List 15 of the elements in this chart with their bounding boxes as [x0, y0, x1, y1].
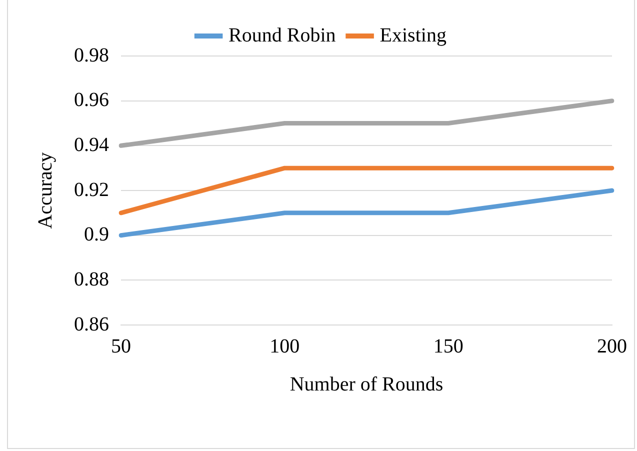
x-tick-label: 50	[111, 335, 131, 358]
y-tick-label: 0.94	[74, 134, 109, 156]
y-tick-label: 0.88	[74, 268, 109, 290]
y-tick-label: 0.86	[74, 313, 109, 336]
y-tick-label: 0.98	[74, 44, 109, 66]
y-tick-label: 0.92	[74, 178, 109, 201]
y-tick-label: 0.96	[74, 89, 109, 112]
legend-label: Existing	[380, 24, 446, 46]
legend-label: Round Robin	[228, 24, 336, 46]
y-tick-label: 0.9	[84, 224, 109, 246]
x-tick-label: 100	[270, 335, 300, 358]
y-axis-title: Accuracy	[34, 152, 56, 229]
x-tick-label: 150	[433, 335, 464, 358]
x-axis-title: Number of Rounds	[290, 373, 444, 396]
x-tick-label: 200	[597, 335, 627, 358]
